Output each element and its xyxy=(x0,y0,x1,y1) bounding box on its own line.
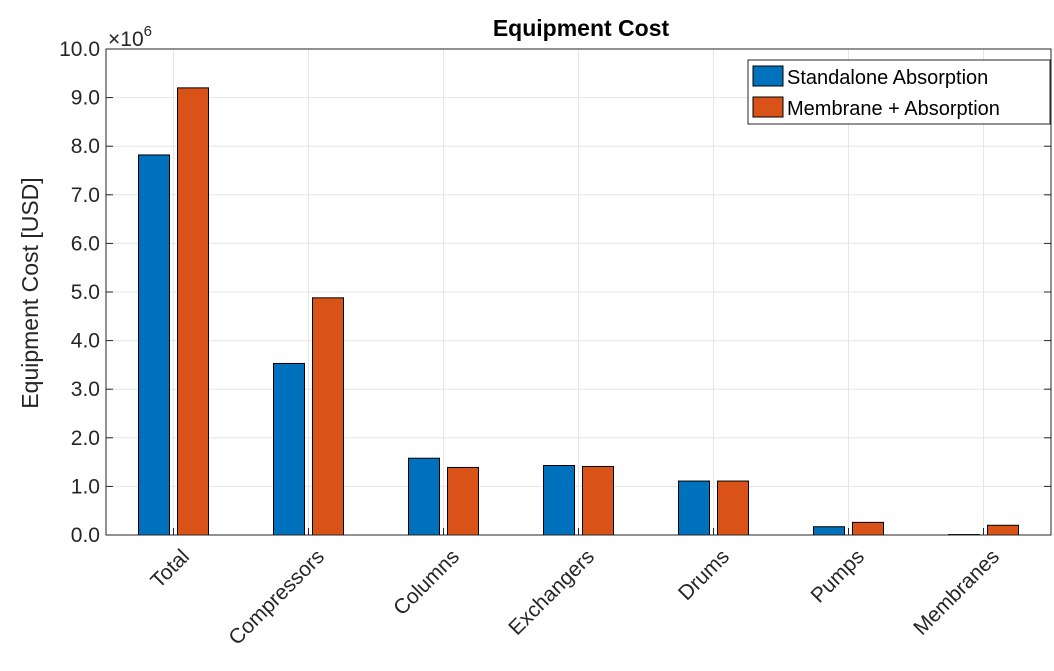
y-tick-label-0: 0.0 xyxy=(71,524,100,547)
bar-standalone-absorption-exchangers xyxy=(543,465,575,536)
legend-label-membrane: Membrane + Absorption xyxy=(787,98,1000,120)
y-tick-label-8: 8.0 xyxy=(71,135,100,158)
bars xyxy=(138,87,1019,536)
y-exponent-label: ×106 xyxy=(108,23,152,51)
y-tick-label-1: 1.0 xyxy=(71,475,100,498)
y-tick-label-10: 10.0 xyxy=(59,38,100,61)
legend: Standalone Absorption Membrane + Absorpt… xyxy=(747,59,1051,125)
axes xyxy=(105,48,1052,536)
legend-swatch-membrane xyxy=(752,96,784,118)
bar-standalone-absorption-total xyxy=(138,154,170,536)
legend-swatch-standalone xyxy=(752,65,784,87)
bar-standalone-absorption-columns xyxy=(408,457,440,536)
y-tick-label-5: 5.0 xyxy=(71,281,100,304)
legend-label-standalone: Standalone Absorption xyxy=(787,67,988,89)
bar-membrane-absorption-membranes xyxy=(987,524,1019,536)
y-tick-label-9: 9.0 xyxy=(71,87,100,110)
bar-membrane-absorption-drums xyxy=(717,480,749,536)
bar-membrane-absorption-exchangers xyxy=(582,465,614,536)
legend-box xyxy=(747,59,1051,125)
bar-membrane-absorption-compressors xyxy=(312,297,344,536)
y-tick-label-7: 7.0 xyxy=(71,184,100,207)
y-tick-label-6: 6.0 xyxy=(71,232,100,255)
y-exponent-power: 6 xyxy=(144,23,152,40)
y-tick-label-4: 4.0 xyxy=(71,330,100,353)
chart-title: Equipment Cost xyxy=(493,15,670,41)
bar-standalone-absorption-drums xyxy=(678,480,710,536)
bar-membrane-absorption-pumps xyxy=(852,521,884,536)
bar-standalone-absorption-pumps xyxy=(813,526,845,536)
bar-membrane-absorption-columns xyxy=(447,466,479,536)
bar-membrane-absorption-total xyxy=(177,87,209,536)
y-exponent-base: ×10 xyxy=(108,28,144,51)
y-tick-label-3: 3.0 xyxy=(71,378,100,401)
y-tick-label-2: 2.0 xyxy=(71,427,100,450)
bar-standalone-absorption-compressors xyxy=(273,362,305,536)
y-axis-label: Equipment Cost [USD] xyxy=(17,177,43,408)
